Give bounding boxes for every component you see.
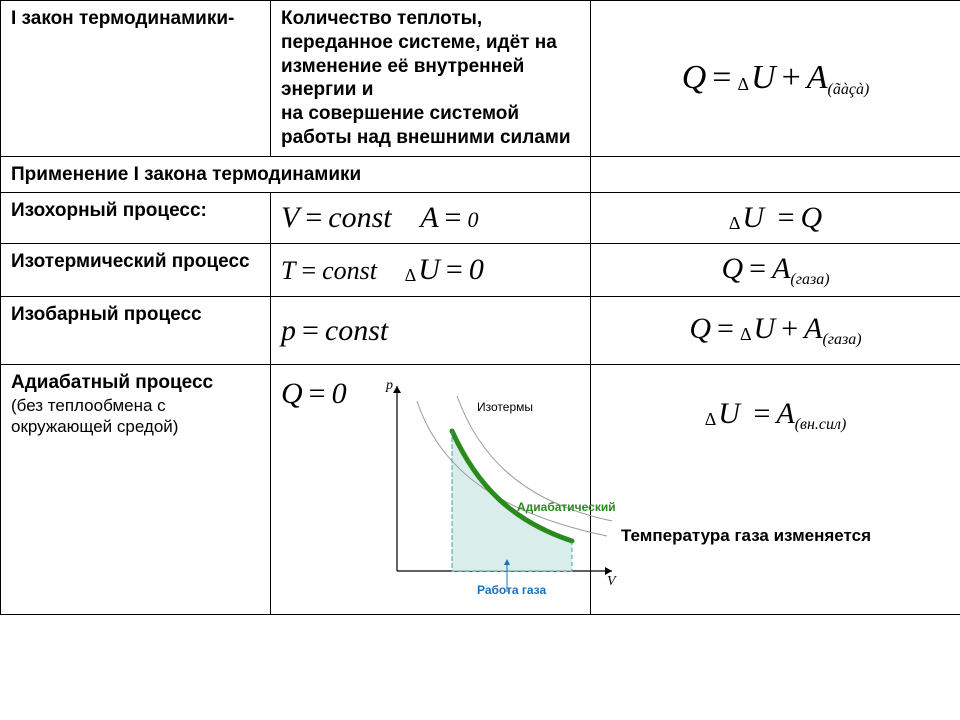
formula-V-const: V=const (281, 201, 399, 234)
formula-dU-Q: ΔU =Q (729, 201, 822, 234)
formula-Q-dU-A2: Q=ΔU+A(газа) (689, 312, 861, 345)
axis-v-label: V (607, 574, 617, 589)
row-isochoric: Изохорный процесс: V=const A=0 ΔU =Q (1, 193, 960, 244)
row-isothermal: Изотермический процесс T=const ΔU=0 Q=A(… (1, 243, 960, 296)
isobaric-title: Изобарный процесс (1, 296, 271, 364)
adiabatic-title: Адиабатный процесс (11, 371, 260, 395)
formula-dU-A: ΔU =A(вн.сил) (705, 397, 847, 430)
temperature-caption: Температура газа изменяется (601, 525, 950, 546)
isobaric-right: Q=ΔU+A(газа) (591, 296, 960, 364)
application-title: Применение I закона термодинамики (1, 156, 591, 193)
first-law-desc-2: на совершение системой работы над внешни… (281, 102, 580, 150)
isobaric-mid: p=const (271, 296, 591, 364)
adiabatic-title-cell: Адиабатный процесс (без теплообмена с ок… (1, 364, 271, 614)
thermo-table: I закон термодинамики- Количество теплот… (0, 0, 960, 615)
adiabat-label: Адиабатический процесс (517, 500, 617, 514)
isochoric-title: Изохорный процесс: (1, 193, 271, 244)
row-first-law: I закон термодинамики- Количество теплот… (1, 1, 960, 157)
isochoric-mid: V=const A=0 (271, 193, 591, 244)
first-law-desc-1: Количество теплоты, переданное системе, … (281, 7, 580, 102)
application-blank (591, 156, 960, 193)
row-isobaric: Изобарный процесс p=const Q=ΔU+A(газа) (1, 296, 960, 364)
formula-p-const: p=const (281, 314, 388, 347)
isothermal-right: Q=A(газа) (591, 243, 960, 296)
isothermal-mid: T=const ΔU=0 (271, 243, 591, 296)
pv-chart: p V Изотермы (357, 371, 617, 596)
pv-chart-svg: p V Изотермы (357, 371, 617, 596)
first-law-desc: Количество теплоты, переданное системе, … (271, 1, 591, 157)
work-label: Работа газа (477, 583, 546, 596)
formula-Q-A: Q=A(газа) (721, 252, 829, 285)
formula-T-const: T=const (281, 256, 384, 285)
formula-Q-0: Q=0 (281, 375, 347, 413)
first-law-formula: Q=ΔU+A(ãàçà) (591, 1, 960, 157)
first-law-title: I закон термодинамики- (1, 1, 271, 157)
isotherm-label: Изотермы (477, 400, 533, 414)
formula-Q-dU-A: Q=ΔU+A(ãàçà) (682, 59, 870, 96)
isothermal-title: Изотермический процесс (1, 243, 271, 296)
adiabatic-note: (без теплообмена с окружающей средой) (11, 395, 260, 438)
row-application-header: Применение I закона термодинамики (1, 156, 960, 193)
axis-p-label: p (385, 378, 393, 393)
formula-A-0: A=0 (420, 201, 478, 234)
isochoric-right: ΔU =Q (591, 193, 960, 244)
adiabatic-right: ΔU =A(вн.сил) Температура газа изменяетс… (591, 364, 960, 614)
formula-dU-0: ΔU=0 (405, 253, 484, 286)
row-adiabatic: Адиабатный процесс (без теплообмена с ок… (1, 364, 960, 614)
adiabatic-mid: Q=0 p V (271, 364, 591, 614)
